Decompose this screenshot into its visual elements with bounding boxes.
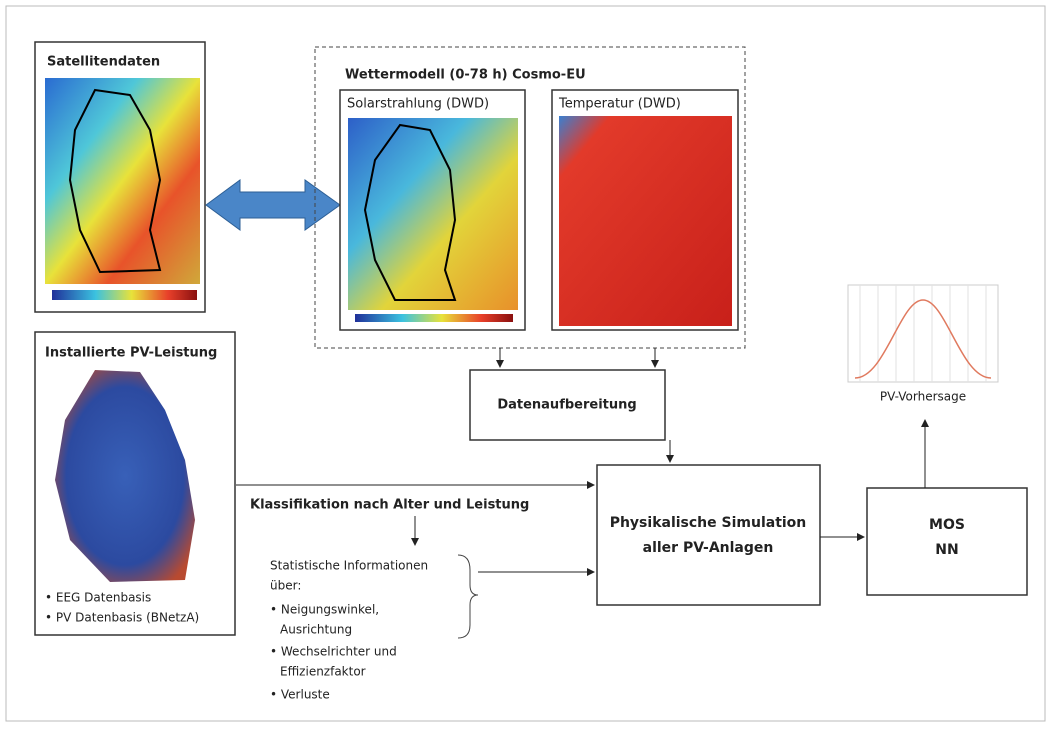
statistics: Statistische Informationen über: • Neigu… [270,559,428,702]
simulation-box [597,465,820,605]
installed-title: Installierte PV-Leistung [45,346,217,361]
colorbar [355,314,513,322]
statistics-line: Effizienzfaktor [280,665,366,679]
solar-title: Solarstrahlung (DWD) [347,97,489,112]
forecast-label: PV-Vorhersage [880,390,966,404]
double-arrow [206,180,340,230]
satellite-map [45,78,200,284]
statistics-line: Statistische Informationen [270,559,428,573]
statistics-line: Ausrichtung [280,623,352,637]
statistics-line: • Neigungswinkel, [270,603,379,617]
page: Satellitendaten Wettermodell (0-78 h) Co… [0,0,1051,731]
statistics-line: • Wechselrichter und [270,645,397,659]
statistics-line: über: [270,579,301,593]
simulation-label: Physikalische Simulation [610,515,807,531]
classification-label: Klassifikation nach Alter und Leistung [250,498,529,513]
weather-model-title: Wettermodell (0-78 h) Cosmo-EU [345,68,586,83]
temperature-title: Temperatur (DWD) [558,97,681,112]
solar-map [348,118,518,310]
installed-bullet: • PV Datenbasis (BNetzA) [45,611,199,625]
mos-label: MOS [929,517,965,533]
forecast-chart [848,285,998,382]
colorbar [52,290,197,300]
simulation-label: aller PV-Anlagen [643,540,774,556]
brace [458,555,478,638]
installed-bullet: • EEG Datenbasis [45,591,151,605]
diagram: Satellitendaten Wettermodell (0-78 h) Co… [0,0,1051,727]
temperature-map [559,116,732,326]
satellite-title: Satellitendaten [47,55,160,70]
preprocessing-label: Datenaufbereitung [497,398,636,413]
statistics-line: • Verluste [270,688,330,702]
mos-label: NN [935,542,958,558]
